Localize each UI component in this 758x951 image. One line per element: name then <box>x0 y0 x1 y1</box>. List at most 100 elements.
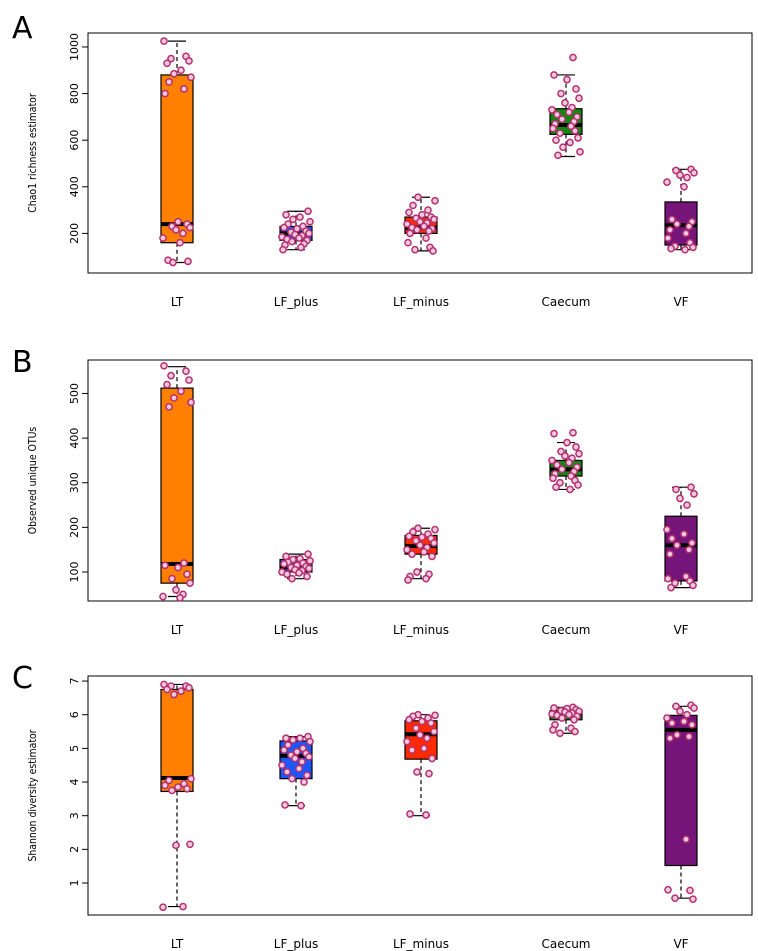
panel-letter: A <box>12 11 33 46</box>
data-point <box>430 727 438 736</box>
data-point <box>418 533 426 542</box>
y-tick-label: 400 <box>68 176 81 197</box>
data-point <box>666 226 674 234</box>
data-point <box>418 717 426 726</box>
data-point <box>165 403 173 411</box>
panel-a: A 200 400 600 800 1000 Chao1 richness estimato… <box>12 11 753 309</box>
data-point <box>404 238 412 247</box>
y-tick-label: 2 <box>68 846 81 853</box>
data-point <box>291 754 299 763</box>
data-point <box>298 757 306 766</box>
data-point <box>422 811 430 819</box>
data-point <box>408 746 416 754</box>
data-point <box>177 66 185 75</box>
data-point <box>664 234 672 242</box>
data-point <box>552 136 560 145</box>
data-point <box>405 715 413 724</box>
data-point <box>187 774 195 783</box>
data-point <box>305 564 313 573</box>
panel-letter: B <box>12 345 33 380</box>
data-point <box>688 720 696 729</box>
data-point <box>552 483 560 492</box>
data-point <box>408 550 416 558</box>
data-point <box>403 220 411 228</box>
data-point <box>423 734 431 743</box>
y-tick-label: 200 <box>68 223 81 244</box>
data-point <box>406 229 414 238</box>
data-point <box>430 215 438 224</box>
data-point <box>680 717 688 726</box>
data-point <box>668 719 676 727</box>
data-point <box>664 885 672 894</box>
data-point <box>676 494 684 503</box>
data-point <box>549 726 557 734</box>
y-tick-label: 6 <box>68 711 81 718</box>
panel-b: B 100 200 300 400 500 Observed unique OTUs LT LF… <box>12 345 753 637</box>
x-tick-label: Caecum <box>541 295 590 309</box>
data-point <box>667 583 675 592</box>
box-lt <box>160 74 194 244</box>
data-point <box>414 524 422 533</box>
data-point <box>306 217 314 226</box>
data-point <box>672 166 680 175</box>
x-tick-label: LT <box>171 937 184 951</box>
data-point <box>429 247 437 255</box>
y-tick-label: 400 <box>68 428 81 449</box>
data-point <box>167 371 175 380</box>
data-point <box>671 894 679 903</box>
data-point <box>689 243 697 252</box>
y-tick-label: 500 <box>68 383 81 404</box>
data-point <box>167 54 175 63</box>
box-lt <box>160 688 194 793</box>
data-point <box>548 456 556 465</box>
data-point <box>280 223 288 232</box>
data-point <box>161 781 169 790</box>
data-point <box>664 574 672 583</box>
data-point <box>690 490 698 498</box>
data-point <box>676 707 684 716</box>
data-point <box>414 193 422 202</box>
data-point <box>161 561 169 570</box>
data-point <box>160 361 168 370</box>
data-point <box>179 229 187 238</box>
data-point <box>412 724 420 733</box>
data-point <box>180 559 188 567</box>
data-point <box>170 394 178 402</box>
data-point <box>305 229 313 238</box>
plot-frame <box>87 675 753 916</box>
data-point <box>186 579 194 587</box>
plot-frame <box>87 359 753 602</box>
data-point <box>420 548 428 556</box>
data-point <box>283 570 291 579</box>
data-point <box>575 94 583 103</box>
data-point <box>289 215 297 224</box>
data-point <box>168 786 176 795</box>
data-point <box>572 443 580 451</box>
data-point <box>278 761 286 770</box>
x-tick-label: VF <box>673 623 688 637</box>
data-point <box>295 569 303 577</box>
data-point <box>558 115 566 124</box>
x-tick-label: LT <box>171 295 184 309</box>
data-point <box>185 683 193 692</box>
data-point <box>685 732 693 741</box>
data-point <box>575 449 583 458</box>
data-point <box>550 71 558 79</box>
data-point <box>685 222 693 231</box>
data-point <box>666 550 674 558</box>
data-point <box>296 734 304 743</box>
data-point <box>163 685 171 694</box>
data-point <box>559 143 567 152</box>
data-point <box>409 201 417 210</box>
data-point <box>282 210 290 219</box>
y-axis-label: Shannon diversity estimator <box>27 729 39 862</box>
data-point <box>405 532 413 541</box>
data-point <box>172 585 180 594</box>
data-point <box>187 398 195 407</box>
data-point <box>681 245 689 254</box>
data-point <box>420 222 428 231</box>
data-point <box>424 206 432 214</box>
data-point <box>176 238 184 247</box>
y-tick-label: 3 <box>68 812 81 819</box>
data-point <box>406 810 414 818</box>
